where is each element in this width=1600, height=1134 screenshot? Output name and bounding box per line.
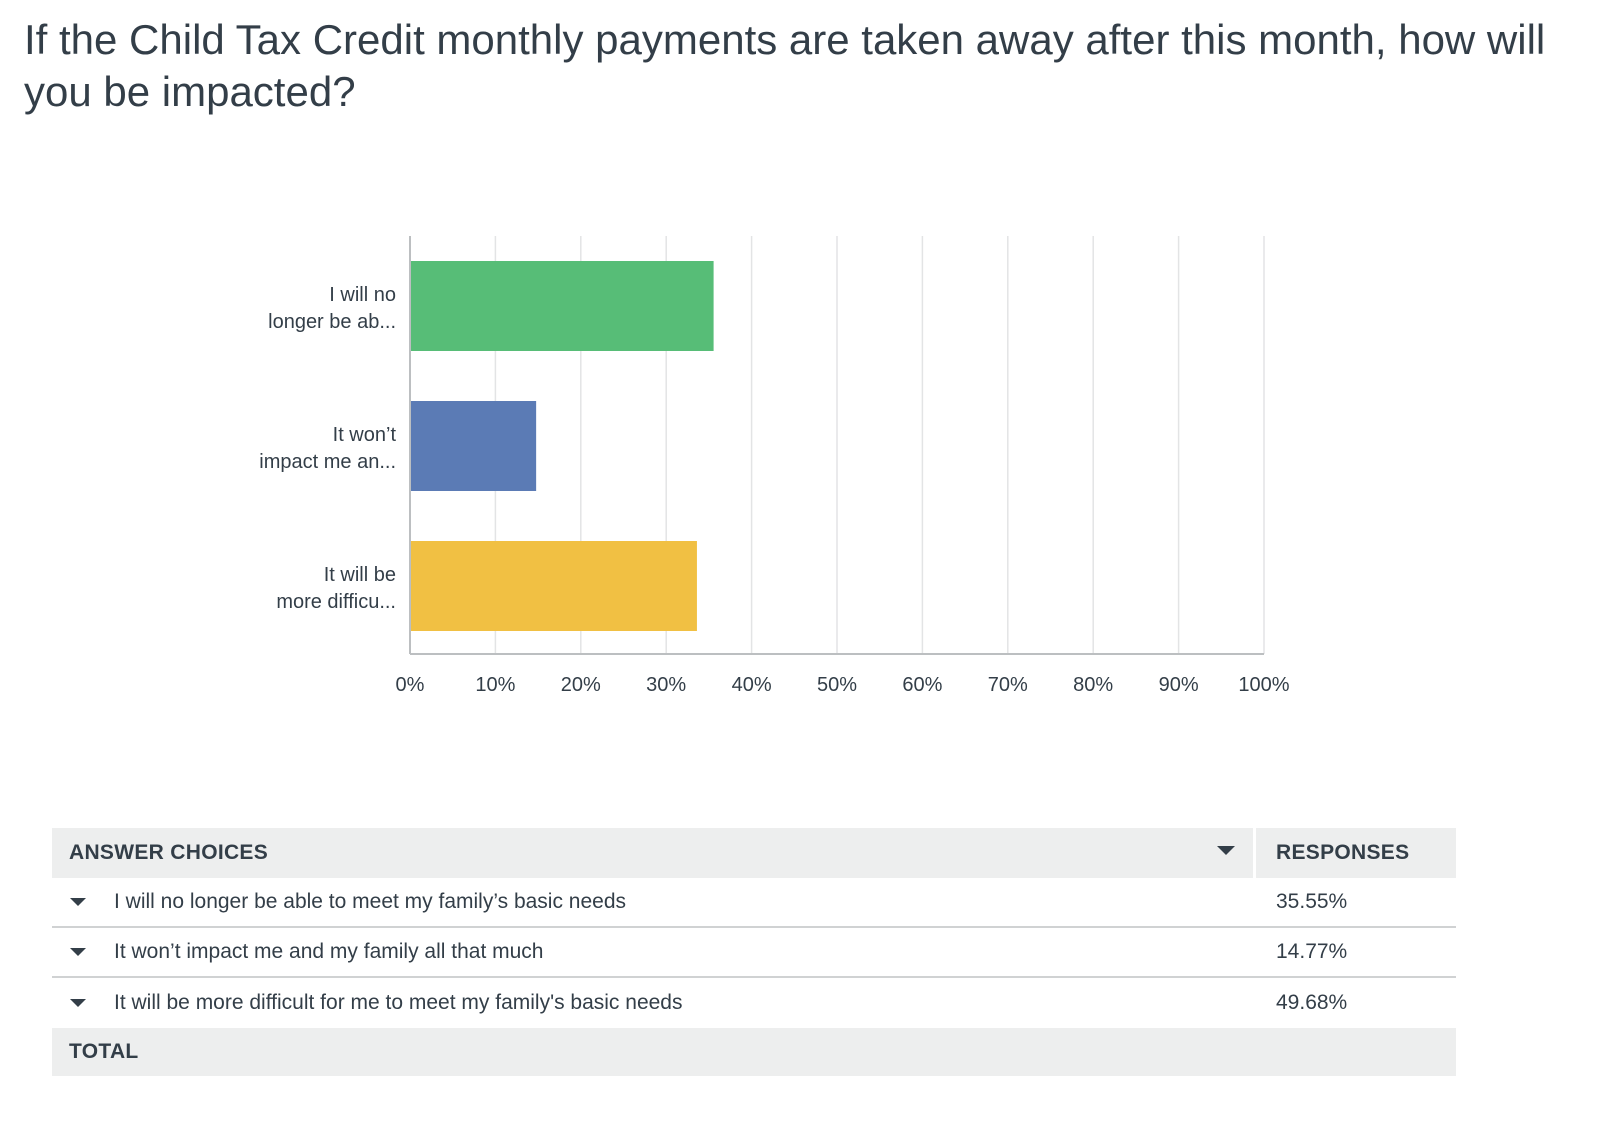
response-percent: 49.68% [1276, 991, 1348, 1014]
bar [410, 261, 714, 351]
x-tick-label: 100% [1238, 674, 1289, 696]
bar-chart: I will no longer be ab... It won’t impact m… [259, 236, 1290, 696]
bar [410, 401, 537, 491]
answer-choices-label: ANSWER CHOICES [69, 841, 269, 864]
category-label: It won’t impact me an... [259, 424, 396, 473]
table-row: It will be more difficult for me to meet… [52, 978, 1456, 1028]
total-label: TOTAL [69, 1040, 139, 1063]
x-tick-label: 80% [1073, 674, 1113, 696]
answer-text: It will be more difficult for me to meet… [114, 991, 683, 1014]
sort-chevron-icon[interactable] [1217, 846, 1235, 855]
expand-caret-icon[interactable] [70, 999, 86, 1007]
response-percent: 35.55% [1276, 890, 1348, 913]
x-tick-label: 40% [732, 674, 772, 696]
x-tick-label: 10% [475, 674, 515, 696]
bar [410, 541, 697, 631]
responses-header[interactable]: RESPONSES [1276, 841, 1410, 864]
x-tick-label: 20% [561, 674, 601, 696]
answer-text: It won’t impact me and my family all tha… [114, 940, 544, 963]
x-tick-label: 90% [1159, 674, 1199, 696]
table-header: ANSWER CHOICES RESPONSES [52, 828, 1456, 878]
x-tick-label: 50% [817, 674, 857, 696]
question-title: If the Child Tax Credit monthly payments… [24, 16, 1546, 115]
answer-choices-header[interactable]: ANSWER CHOICES [52, 828, 1253, 878]
table-row: It won’t impact me and my family all tha… [52, 928, 1456, 978]
response-percent: 14.77% [1276, 940, 1348, 963]
x-tick-label: 30% [646, 674, 686, 696]
total-row: TOTAL [52, 1028, 1456, 1076]
header-divider [1253, 828, 1256, 878]
expand-caret-icon[interactable] [70, 948, 86, 956]
expand-caret-icon[interactable] [70, 898, 86, 906]
answer-text: I will no longer be able to meet my fami… [114, 890, 627, 913]
responses-table: ANSWER CHOICES RESPONSES I will no longe… [52, 828, 1456, 1076]
category-label: It will be more difficu... [276, 564, 396, 613]
x-tick-label: 0% [396, 674, 425, 696]
table-row: I will no longer be able to meet my fami… [52, 878, 1456, 928]
category-label: I will no longer be ab... [268, 284, 396, 333]
x-tick-label: 60% [902, 674, 942, 696]
x-tick-label: 70% [988, 674, 1028, 696]
